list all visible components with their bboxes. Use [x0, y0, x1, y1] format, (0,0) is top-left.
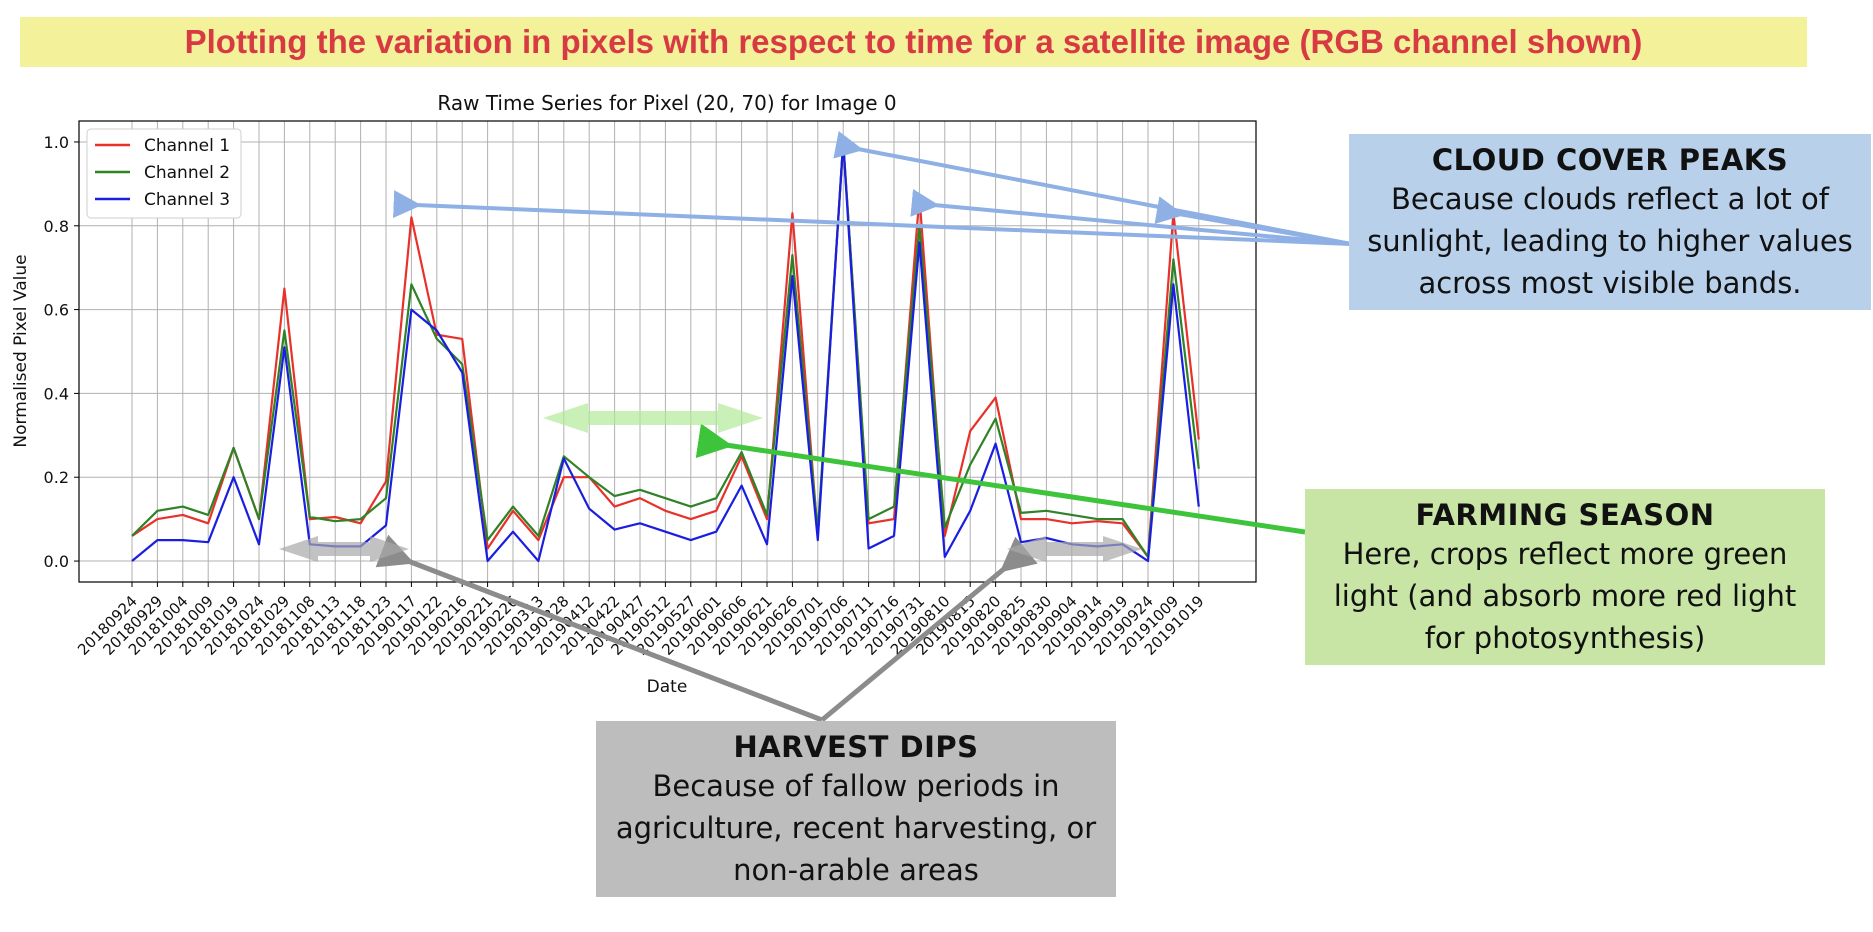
- series-line-channel-2: [131, 140, 1200, 559]
- y-tick-label: 0.2: [44, 468, 69, 487]
- farming-callout-line: Here, crops reflect more green: [1342, 537, 1788, 572]
- legend-label: Channel 3: [144, 190, 230, 210]
- cloud-callout-line: Because clouds reflect a lot of: [1391, 182, 1829, 217]
- y-tick-label: 0.6: [44, 301, 69, 320]
- farming-callout-line: light (and absorb more red light: [1333, 579, 1797, 614]
- x-axis: 2018092420180929201810042018100920181019…: [74, 582, 1208, 659]
- harvest-callout-line: non-arable areas: [733, 853, 979, 888]
- harvest-range-arrow-right: [1007, 536, 1142, 562]
- cloud-arrow-4: [1154, 196, 1352, 246]
- legend-label: Channel 2: [144, 163, 230, 183]
- farming-range-arrow: [543, 403, 763, 433]
- harvest-range-arrow-left: [279, 536, 409, 562]
- y-axis-label: Normalised Pixel Value: [11, 254, 31, 447]
- farming-season-callout: FARMING SEASON Here, crops reflect more …: [1305, 489, 1825, 665]
- cloud-cover-callout: CLOUD COVER PEAKS Because clouds reflect…: [1349, 134, 1871, 310]
- title-banner: Plotting the variation in pixels with re…: [20, 17, 1807, 67]
- harvest-arrow-1: [375, 534, 823, 723]
- x-axis-label: Date: [647, 677, 688, 697]
- cloud-callout-line: across most visible bands.: [1418, 266, 1802, 301]
- harvest-callout-line: agriculture, recent harvesting, or: [615, 811, 1097, 846]
- cloud-arrow-3: [910, 188, 1352, 246]
- banner-title: Plotting the variation in pixels with re…: [184, 23, 1643, 60]
- cloud-callout-title: CLOUD COVER PEAKS: [1431, 143, 1789, 177]
- harvest-callout-title: HARVEST DIPS: [733, 730, 979, 764]
- legend: Channel 1 Channel 2 Channel 3: [86, 128, 242, 219]
- legend-box: [86, 128, 242, 219]
- series-line-channel-1: [131, 140, 1200, 559]
- harvest-arrow-2: [820, 536, 1038, 722]
- legend-label: Channel 1: [144, 136, 230, 156]
- farming-callout-title: FARMING SEASON: [1415, 498, 1715, 532]
- harvest-arrows: [375, 534, 1038, 723]
- y-tick-label: 0.0: [44, 552, 69, 571]
- farming-callout-line: for photosynthesis): [1424, 621, 1706, 656]
- y-axis: 0.0 0.2 0.4 0.6 0.8 1.0: [44, 133, 79, 571]
- y-tick-label: 0.8: [44, 217, 69, 236]
- cloud-callout-line: sunlight, leading to higher values: [1367, 224, 1853, 259]
- harvest-dips-callout: HARVEST DIPS Because of fallow periods i…: [596, 721, 1116, 897]
- chart-title: Raw Time Series for Pixel (20, 70) for I…: [437, 91, 896, 115]
- harvest-callout-line: Because of fallow periods in: [652, 769, 1060, 804]
- farming-arrow: [695, 423, 1306, 535]
- cloud-arrow-1: [393, 190, 1352, 246]
- plot-frame: [78, 120, 1257, 583]
- y-tick-label: 1.0: [44, 133, 69, 152]
- y-tick-label: 0.4: [44, 384, 69, 403]
- cloud-arrows: [393, 131, 1352, 246]
